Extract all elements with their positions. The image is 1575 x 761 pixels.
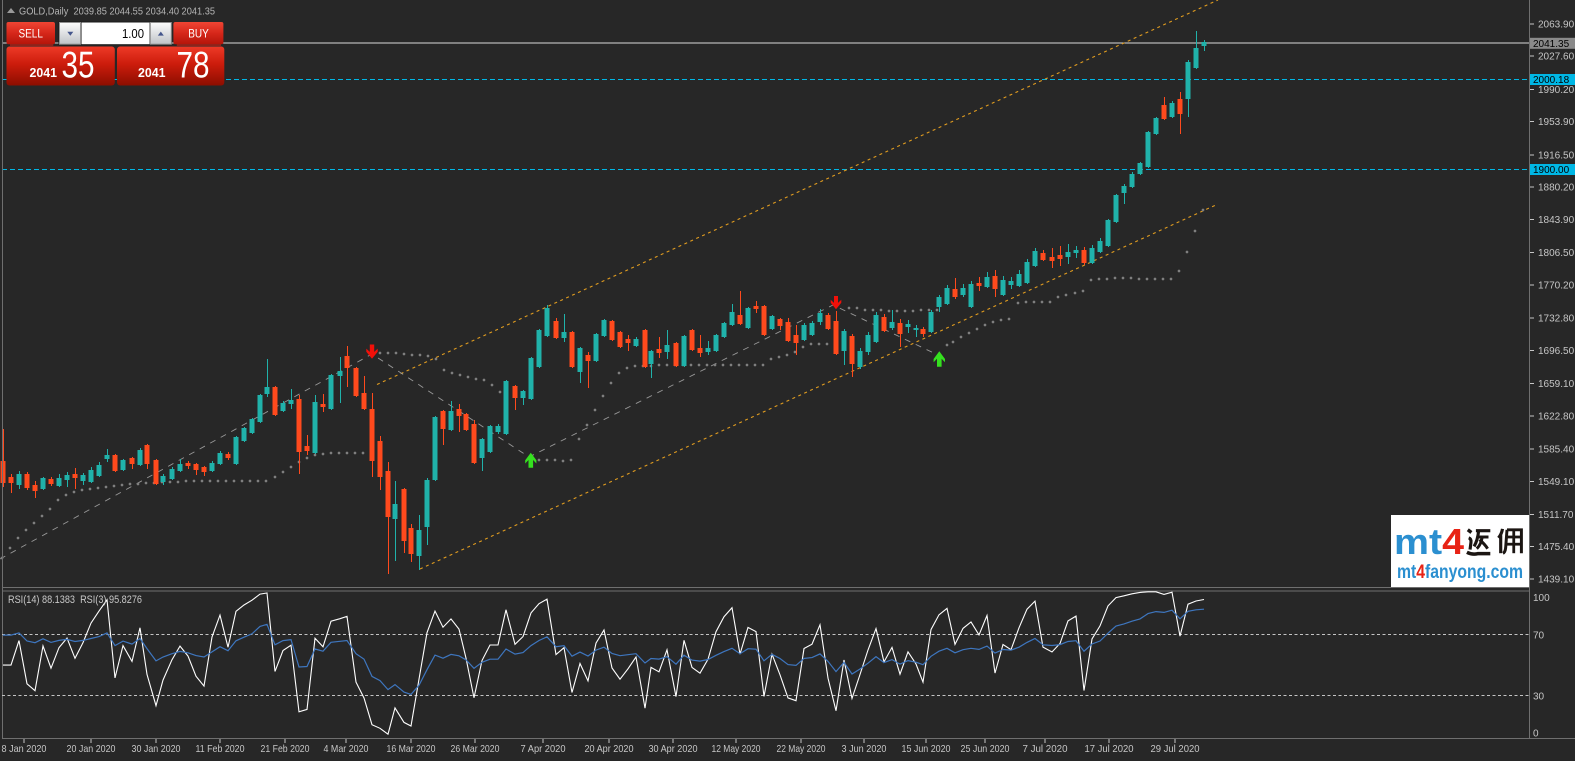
- svg-text:2000.18: 2000.18: [1533, 75, 1570, 86]
- svg-text:0: 0: [1533, 729, 1539, 740]
- svg-text:BUY: BUY: [188, 27, 209, 41]
- svg-text:20 Apr 2020: 20 Apr 2020: [585, 743, 634, 755]
- svg-text:RSI(14) 88.1383 RSI(3) 95.827: RSI(14) 88.1383 RSI(3) 95.8276: [8, 594, 142, 606]
- svg-text:22 May 2020: 22 May 2020: [777, 743, 826, 755]
- svg-text:1880.20: 1880.20: [1538, 183, 1575, 194]
- svg-text:11 Feb 2020: 11 Feb 2020: [196, 743, 245, 755]
- svg-text:1475.40: 1475.40: [1538, 542, 1575, 553]
- svg-text:2041: 2041: [138, 65, 166, 80]
- svg-text:8 Jan 2020: 8 Jan 2020: [2, 743, 47, 755]
- svg-text:1622.80: 1622.80: [1538, 411, 1575, 422]
- svg-text:16 Mar 2020: 16 Mar 2020: [387, 743, 436, 755]
- svg-text:2041: 2041: [30, 65, 58, 80]
- svg-text:70: 70: [1533, 631, 1545, 642]
- svg-text:12 May 2020: 12 May 2020: [712, 743, 761, 755]
- svg-text:mt4: mt 4: [1394, 521, 1464, 562]
- svg-text:1.00: 1.00: [122, 26, 144, 41]
- svg-text:1439.10: 1439.10: [1538, 575, 1575, 586]
- svg-text:100: 100: [1533, 593, 1550, 604]
- svg-text:17 Jul 2020: 17 Jul 2020: [1085, 743, 1134, 755]
- svg-text:7 Apr 2020: 7 Apr 2020: [521, 743, 566, 755]
- svg-text:GOLD,Daily 2039.85 2044.55 20: GOLD,Daily 2039.85 2044.55 2034.40 2041.…: [19, 6, 215, 18]
- svg-text:1916.50: 1916.50: [1538, 150, 1575, 161]
- svg-text:1806.50: 1806.50: [1538, 248, 1575, 259]
- svg-text:35: 35: [62, 45, 95, 86]
- svg-text:25 Jun 2020: 25 Jun 2020: [961, 743, 1010, 755]
- svg-text:mt4fanyong.com: mt4fanyong.com: [1397, 562, 1523, 583]
- svg-text:2063.90: 2063.90: [1538, 19, 1575, 30]
- svg-text:1843.90: 1843.90: [1538, 215, 1575, 226]
- svg-text:20 Jan 2020: 20 Jan 2020: [67, 743, 116, 755]
- svg-text:1990.20: 1990.20: [1538, 85, 1575, 96]
- svg-text:1953.90: 1953.90: [1538, 117, 1575, 128]
- svg-text:30 Apr 2020: 30 Apr 2020: [649, 743, 698, 755]
- svg-text:1900.00: 1900.00: [1533, 165, 1570, 176]
- svg-text:1732.80: 1732.80: [1538, 314, 1575, 325]
- svg-text:78: 78: [177, 45, 210, 86]
- svg-text:1696.50: 1696.50: [1538, 346, 1575, 357]
- svg-text:1585.40: 1585.40: [1538, 445, 1575, 456]
- svg-text:21 Feb 2020: 21 Feb 2020: [261, 743, 310, 755]
- svg-text:30 Jan 2020: 30 Jan 2020: [132, 743, 181, 755]
- svg-text:15 Jun 2020: 15 Jun 2020: [902, 743, 951, 755]
- svg-text:2041.35: 2041.35: [1533, 39, 1570, 50]
- svg-text:1511.70: 1511.70: [1538, 510, 1574, 521]
- svg-text:3 Jun 2020: 3 Jun 2020: [842, 743, 887, 755]
- svg-text:1549.10: 1549.10: [1538, 477, 1575, 488]
- svg-text:7 Jul 2020: 7 Jul 2020: [1023, 743, 1068, 755]
- svg-text:29 Jul 2020: 29 Jul 2020: [1151, 743, 1200, 755]
- svg-text:4 Mar 2020: 4 Mar 2020: [324, 743, 369, 755]
- svg-text:26 Mar 2020: 26 Mar 2020: [451, 743, 500, 755]
- svg-text:SELL: SELL: [18, 27, 43, 41]
- svg-text:30: 30: [1533, 691, 1545, 702]
- svg-text:1659.10: 1659.10: [1538, 379, 1575, 390]
- svg-text:1770.20: 1770.20: [1538, 280, 1575, 291]
- svg-text:2027.60: 2027.60: [1538, 52, 1575, 63]
